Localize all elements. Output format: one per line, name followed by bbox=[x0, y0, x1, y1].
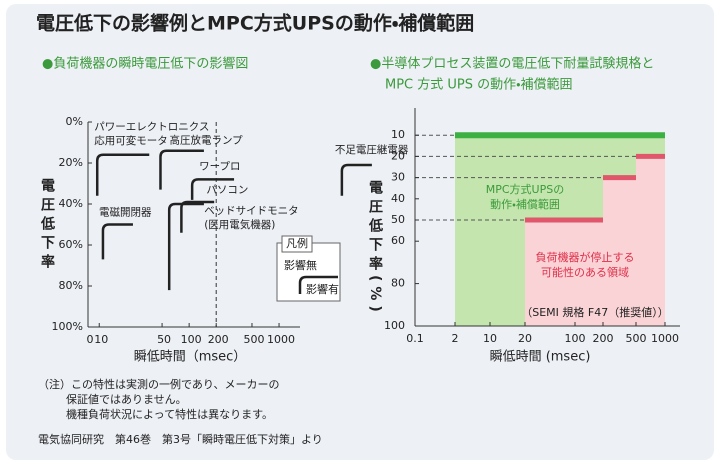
tolerance-curve bbox=[159, 149, 204, 190]
y-tick-label: 60% bbox=[59, 238, 83, 251]
x-tick-label: 200 bbox=[593, 332, 614, 345]
source: 電気協同研究 第46巻 第3号「瞬時電圧低下対策」より bbox=[38, 432, 323, 446]
curve-label: ベッドサイドモニタ bbox=[204, 205, 299, 217]
x-tick-label: 500 bbox=[626, 332, 647, 345]
x-tick-label: 0 bbox=[87, 333, 94, 346]
x-tick-label: 10 bbox=[94, 333, 108, 346]
y-tick-label: 20 bbox=[391, 149, 405, 162]
y-tick-label: 40% bbox=[59, 197, 83, 210]
legend-curve bbox=[298, 275, 338, 294]
x-axis-label: 瞬低時間 (msec) bbox=[490, 350, 591, 365]
y-tick-label: 20% bbox=[59, 156, 83, 169]
annotation: （SEMI 規格 F47（推奨値）） bbox=[521, 305, 668, 319]
note-line: （注）この特性は実測の一例であり、メーカーの bbox=[38, 377, 279, 391]
curve-label: ワープロ bbox=[199, 160, 240, 172]
y-axis-label: 電圧低下率(%) bbox=[367, 179, 384, 317]
x-tick-label: 0.1 bbox=[406, 332, 424, 345]
legend-below: 影響有 bbox=[306, 282, 339, 296]
x-tick-label: 1000 bbox=[651, 332, 679, 345]
x-axis-label: 瞬低時間（msec） bbox=[134, 350, 247, 365]
area bbox=[525, 156, 665, 326]
y-axis-label: 電圧低下率 bbox=[39, 177, 56, 273]
y-tick-label: 100 bbox=[384, 319, 405, 332]
x-tick-label: 500 bbox=[243, 333, 264, 346]
y-tick-label: 80 bbox=[391, 277, 405, 290]
note-line: 保証値ではありません。 bbox=[66, 392, 187, 406]
legend-title: 凡例 bbox=[286, 236, 308, 250]
right-subtitle: ●半導体プロセス装置の電圧低下耐量試験規格と bbox=[370, 56, 654, 72]
curve-label: (医用電気機器) bbox=[204, 218, 275, 231]
x-tick-label: 10 bbox=[483, 332, 497, 345]
x-tick-label: 100 bbox=[181, 333, 202, 346]
area-label: 動作・補償範囲 bbox=[490, 197, 560, 211]
legend-above: 影響無 bbox=[284, 258, 317, 272]
legend-box bbox=[276, 242, 341, 302]
x-tick-label: 50 bbox=[157, 333, 171, 346]
curve-label: パワーエレクトロニクス bbox=[94, 121, 209, 133]
tolerance-curve bbox=[190, 178, 235, 200]
left-subtitle: ●負荷機器の瞬時電圧低下の影響図 bbox=[42, 57, 248, 72]
x-tick-label: 100 bbox=[565, 332, 586, 345]
tolerance-curve bbox=[101, 223, 133, 260]
right-subtitle: MPC 方式 UPS の動作・補償範囲 bbox=[385, 77, 573, 93]
panel bbox=[6, 4, 714, 460]
area-label: 負荷機器が停止する bbox=[536, 250, 635, 264]
area-label: MPC方式UPSの bbox=[486, 182, 564, 196]
curve-label: 電磁開閉器 bbox=[99, 206, 152, 219]
x-tick-label: 1000 bbox=[267, 333, 295, 346]
y-tick-label: 60 bbox=[391, 234, 405, 247]
x-tick-label: 20 bbox=[518, 332, 532, 345]
x-tick-label: 200 bbox=[208, 333, 229, 346]
tolerance-curve bbox=[95, 153, 150, 196]
curve-label: パソコン bbox=[206, 184, 248, 196]
y-tick-label: 40 bbox=[391, 192, 405, 205]
y-tick-label: 100% bbox=[52, 320, 83, 333]
y-tick-label: 0% bbox=[66, 115, 83, 128]
area-label: 可能性のある領域 bbox=[541, 265, 629, 279]
x-tick-label: 2 bbox=[452, 332, 459, 345]
y-tick-label: 50 bbox=[391, 213, 405, 226]
tolerance-curve bbox=[167, 202, 204, 291]
tolerance-curve bbox=[340, 163, 372, 196]
y-tick-label: 30 bbox=[391, 171, 405, 184]
curve-label: 高圧放電ランプ bbox=[169, 134, 243, 147]
note-line: 機種負荷状況によって特性は異なります。 bbox=[66, 407, 273, 421]
y-tick-label: 80% bbox=[59, 279, 83, 292]
curve-label: 不足電圧継電器 bbox=[335, 143, 409, 156]
legend-title-box bbox=[281, 235, 313, 253]
page-title: 電圧低下の影響例とMPC方式UPSの動作・補償範囲 bbox=[36, 12, 474, 35]
y-tick-label: 10 bbox=[391, 128, 405, 141]
curve-label: 応用可変モータ bbox=[94, 134, 167, 147]
